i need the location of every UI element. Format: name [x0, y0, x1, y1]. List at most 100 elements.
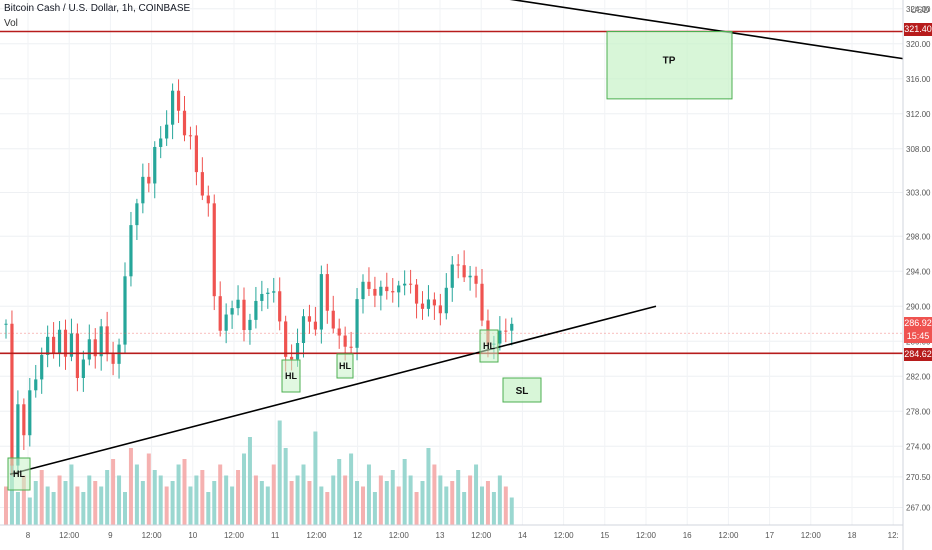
candle-body: [188, 135, 193, 137]
volume-bar: [396, 486, 401, 525]
volume-bar: [105, 470, 110, 525]
candle-body: [99, 326, 103, 357]
candle-body: [260, 293, 264, 301]
volume-bar: [206, 492, 211, 525]
candle-body: [46, 336, 50, 355]
volume-bar: [230, 486, 235, 525]
volume-bar: [485, 481, 490, 525]
volume-bar: [200, 470, 205, 525]
trendlines: [9, 0, 904, 476]
candle-body: [218, 296, 222, 331]
y-tick-label: 274.00: [906, 442, 931, 451]
volume-bar: [361, 486, 365, 525]
x-tick-label: 12:00: [224, 531, 245, 540]
candle-body: [337, 328, 341, 336]
candle-body: [248, 319, 252, 331]
candle-body: [462, 265, 466, 278]
candle-body: [10, 323, 14, 466]
volume-bar: [319, 486, 324, 525]
candle-body: [474, 275, 478, 284]
candle-body: [34, 379, 38, 391]
last-price-tag: 286.92: [904, 317, 932, 330]
x-tick-label: 12:00: [59, 531, 80, 540]
countdown-tag: 15:45: [904, 330, 932, 343]
stop-loss-box: [502, 377, 542, 403]
candle-body: [135, 203, 139, 226]
x-tick-label: 8: [26, 531, 31, 540]
volume-bar: [301, 464, 306, 525]
hl-marker-box: [479, 329, 499, 363]
x-tick-label: 12:00: [389, 531, 410, 540]
volume-bar: [99, 486, 104, 525]
candle-body: [349, 346, 353, 348]
candle-body: [420, 303, 425, 309]
candle-body: [129, 225, 133, 277]
volume-bar: [366, 464, 371, 525]
candle-body: [331, 310, 335, 329]
volume-bar: [289, 481, 294, 525]
y-tick-label: 316.00: [906, 75, 931, 84]
candle-body: [272, 291, 276, 293]
volume-bar: [283, 448, 288, 525]
hl-marker-label: HL: [483, 341, 495, 351]
x-tick-label: 9: [108, 531, 113, 540]
volume-bar: [224, 475, 229, 525]
volume-bar: [408, 475, 413, 525]
y-tick-label: 267.00: [906, 504, 931, 513]
hl-marker-box: [336, 353, 354, 379]
candle-body: [28, 390, 32, 436]
candle-body: [325, 274, 329, 311]
candle-body: [57, 329, 62, 353]
time-axis: 8 12:00 9 12:00 10 12:00 11 12:00 12 12:00 13 12:00…: [0, 524, 903, 540]
currency-label: USD: [910, 5, 930, 15]
candle-body: [93, 339, 97, 357]
candle-body: [456, 264, 460, 266]
volume-bar: [480, 486, 484, 525]
candle-body: [147, 176, 151, 184]
x-tick-label: 13: [436, 531, 445, 540]
volume-bar: [253, 475, 258, 525]
candle-body: [343, 335, 347, 347]
volume-bar: [414, 492, 419, 525]
volume-bar: [45, 486, 50, 525]
lower-level-tag: 284.62: [904, 348, 932, 361]
y-tick-label: 278.00: [906, 407, 931, 416]
volume-bar: [372, 492, 377, 525]
volume-bar: [247, 437, 252, 525]
candle-body: [206, 195, 210, 204]
candle-body: [290, 356, 294, 360]
volume-bar: [432, 464, 437, 525]
price-axis: 267.00270.50274.00278.00282.00286.00290.…: [902, 0, 931, 550]
volume-bar: [503, 486, 508, 525]
volume-bar: [462, 492, 467, 525]
volume-bar: [307, 481, 312, 525]
candle-body: [367, 281, 371, 289]
volume-bars: [4, 420, 514, 525]
volume-bar: [33, 481, 38, 525]
candle-body: [426, 299, 431, 309]
candle-body: [69, 333, 74, 357]
volume-bar: [343, 475, 348, 525]
candle-body: [87, 339, 91, 360]
candle-body: [510, 323, 514, 331]
volume-bar: [27, 497, 32, 525]
y-tick-label: 290.00: [906, 302, 931, 311]
y-tick-label: 312.00: [906, 110, 931, 119]
candle-body: [355, 299, 359, 348]
volume-bar: [15, 492, 20, 525]
candle-body: [4, 323, 8, 325]
candle-body: [385, 286, 389, 292]
grid: [0, 0, 903, 525]
x-tick-label: 16: [683, 531, 692, 540]
candle-body: [432, 299, 436, 306]
volume-bar: [39, 470, 44, 525]
candle-body: [307, 316, 312, 322]
x-tick-label: 12:00: [636, 531, 657, 540]
resistance-trendline: [509, 0, 904, 60]
candle-body: [141, 176, 145, 204]
x-tick-label: 12:00: [306, 531, 327, 540]
volume-bar: [497, 475, 502, 525]
x-tick-label: 14: [518, 531, 527, 540]
volume-bar: [444, 486, 449, 525]
